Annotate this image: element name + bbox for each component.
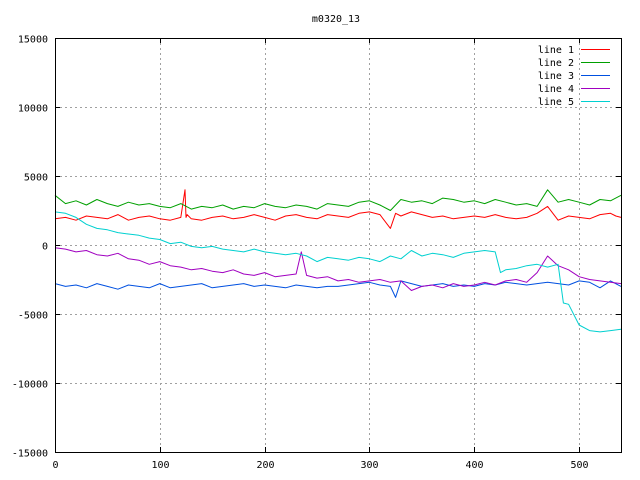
y-tick-label: 0 (42, 242, 48, 253)
plot-frame (55, 38, 622, 453)
legend-label: line 5 (538, 97, 574, 108)
legend-label: line 2 (538, 58, 574, 69)
x-tick-label: 200 (256, 460, 274, 471)
legend-label: line 3 (538, 71, 574, 82)
x-tick-label: 100 (151, 460, 169, 471)
axis-ticks: 0 100 200 300 400 500 -15000 -10000 -5000 0 5000 10… (12, 35, 621, 471)
y-tick-label: 15000 (18, 35, 48, 46)
series-lines (54, 189, 622, 333)
grid (55, 38, 621, 452)
y-tick-label: 10000 (18, 104, 48, 115)
y-tick-label: -10000 (12, 380, 48, 391)
y-tick-label: 5000 (24, 173, 48, 184)
series-line-2 (54, 189, 622, 211)
y-tick-label: -15000 (12, 449, 48, 460)
series-line-4 (54, 247, 622, 291)
x-tick-label: 400 (465, 460, 483, 471)
legend-label: line 1 (538, 45, 574, 56)
series-line-5 (54, 211, 622, 333)
x-tick-label: 0 (52, 460, 58, 471)
legend: line 1 line 2 line 3 line 4 line 5 (538, 45, 610, 108)
series-line-1 (54, 189, 622, 229)
chart-title: m0320_13 (312, 14, 360, 25)
legend-label: line 4 (538, 84, 574, 95)
x-tick-label: 500 (570, 460, 588, 471)
series-line-3 (54, 280, 622, 298)
y-tick-label: -5000 (18, 311, 48, 322)
x-tick-label: 300 (360, 460, 378, 471)
